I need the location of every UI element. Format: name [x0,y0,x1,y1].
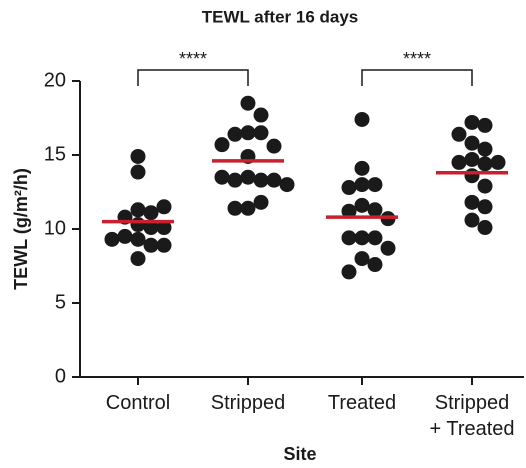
data-point [130,251,146,267]
data-point [266,138,282,154]
data-point [341,203,357,219]
data-point [464,212,480,228]
data-point [143,237,159,253]
data-point [490,154,506,170]
data-point [341,180,357,196]
data-point [477,199,493,215]
data-point [227,172,243,188]
data-point [227,126,243,142]
data-point [266,172,282,188]
data-point [214,169,230,185]
data-point [477,141,493,157]
data-point [117,228,133,244]
data-point [477,156,493,172]
data-point [240,169,256,185]
data-point [253,172,269,188]
data-point [143,220,159,236]
data-point [214,137,230,153]
x-axis-label: Site [283,444,316,464]
data-point [464,151,480,167]
y-tick-label: 10 [44,217,66,239]
data-point [354,177,370,193]
data-point [227,200,243,216]
data-point [143,205,159,221]
data-point [341,230,357,246]
data-point [451,126,467,142]
data-point [354,160,370,176]
x-tick-label: Stripped [210,392,286,414]
data-point [464,114,480,130]
data-point [341,264,357,280]
data-point [253,194,269,210]
significance-bracket [137,69,249,86]
significance-label: **** [179,49,207,69]
data-point [367,177,383,193]
x-tick-label: Stripped + Treated [429,392,515,440]
data-point [104,231,120,247]
data-point [279,177,295,193]
data-point [354,251,370,267]
data-point [130,148,146,164]
y-tick-label: 15 [44,143,66,165]
data-point [477,178,493,194]
data-point [240,95,256,111]
y-tick-label: 5 [55,291,66,313]
data-point [464,135,480,151]
data-point [253,125,269,141]
x-tick-label: Treated [327,392,397,414]
data-point [156,220,172,236]
significance-label: **** [403,49,431,69]
x-tick-label: Control [105,392,171,414]
data-point [451,154,467,170]
data-point [130,231,146,247]
data-point [464,194,480,210]
data-point [367,257,383,273]
data-point [130,202,146,218]
data-point [354,111,370,127]
data-point [240,200,256,216]
y-tick-label: 20 [44,69,66,91]
data-point [367,202,383,218]
y-tick-label: 0 [55,365,66,387]
data-point [130,164,146,180]
data-point [253,107,269,123]
y-axis-label: TEWL (g/m²/h) [11,168,31,290]
chart-title: TEWL after 16 days [202,7,359,26]
data-point [477,220,493,236]
data-point [367,230,383,246]
data-point [464,168,480,184]
data-point [240,125,256,141]
data-point [156,237,172,253]
data-point [354,230,370,246]
data-point [477,117,493,133]
data-point [130,217,146,233]
significance-bracket [361,69,473,86]
data-point [156,199,172,215]
data-point [354,197,370,213]
data-point [380,240,396,256]
